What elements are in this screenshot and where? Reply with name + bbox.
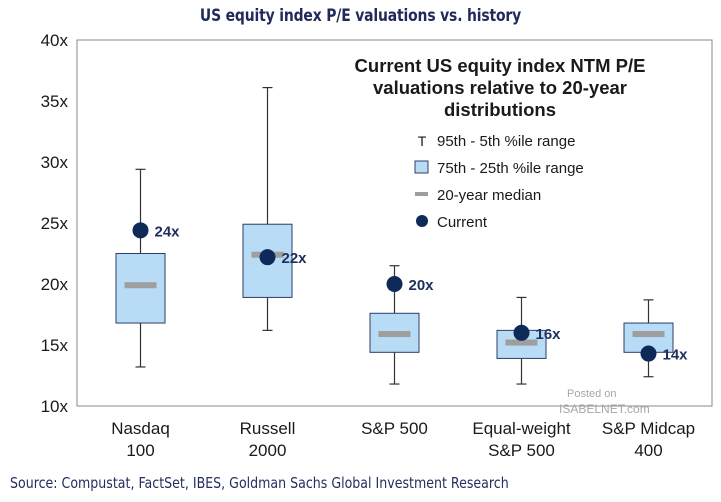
y-tick-label: 30x: [41, 153, 69, 172]
category-label: S&P 500: [488, 441, 555, 460]
median-marker: [632, 331, 665, 338]
legend-label: 20-year median: [437, 187, 541, 204]
current-dot: [132, 222, 149, 239]
legend-label: 95th - 5th %ile range: [437, 133, 575, 150]
source-note: Source: Compustat, FactSet, IBES, Goldma…: [10, 474, 509, 492]
current-value-label: 20x: [409, 277, 435, 294]
median-marker: [124, 282, 157, 289]
category-label: S&P Midcap: [602, 419, 695, 438]
category-label: Equal-weight: [472, 419, 571, 438]
current-value-label: 24x: [155, 223, 181, 240]
y-tick-label: 15x: [41, 336, 69, 355]
y-tick-label: 25x: [41, 214, 69, 233]
legend-label: Current: [437, 214, 488, 231]
legend-whisker-symbol: T: [418, 133, 427, 149]
median-marker: [378, 331, 411, 338]
iqr-box: [115, 253, 166, 324]
watermark: Posted on ISABELNET.com: [559, 388, 650, 416]
current-value-label: 16x: [536, 326, 562, 343]
y-tick-label: 40x: [41, 31, 69, 50]
legend-median-symbol: [415, 192, 428, 196]
legend-current-symbol: [416, 215, 428, 227]
median-marker: [505, 339, 538, 346]
y-tick-label: 20x: [41, 275, 69, 294]
current-dot: [386, 276, 403, 292]
category-label: S&P 500: [361, 419, 428, 438]
category-label: 2000: [249, 441, 287, 460]
current-dot: [259, 249, 276, 266]
current-value-label: 22x: [282, 250, 308, 267]
current-dot: [513, 324, 530, 341]
legend-box-symbol: [414, 160, 429, 174]
legend-title-line: distributions: [444, 99, 556, 120]
legend-title-line: Current US equity index NTM P/E: [355, 55, 646, 76]
legend-title-line: valuations relative to 20-year: [373, 77, 627, 98]
y-tick-label: 10x: [41, 397, 69, 416]
category-label: Nasdaq: [111, 419, 170, 438]
iqr-box: [242, 223, 293, 298]
current-dot: [640, 345, 657, 362]
chart-title: US equity index P/E valuations vs. histo…: [199, 6, 522, 26]
legend-label: 75th - 25th %ile range: [437, 160, 584, 177]
plot-area-border: [76, 39, 713, 407]
y-tick-label: 35x: [41, 92, 69, 111]
category-label: Russell: [240, 419, 296, 438]
category-label: 400: [634, 441, 662, 460]
current-value-label: 14x: [663, 347, 689, 364]
category-label: 100: [126, 441, 154, 460]
watermark-line-1: Posted on: [567, 388, 617, 400]
watermark-line-2: ISABELNET.com: [559, 402, 650, 416]
